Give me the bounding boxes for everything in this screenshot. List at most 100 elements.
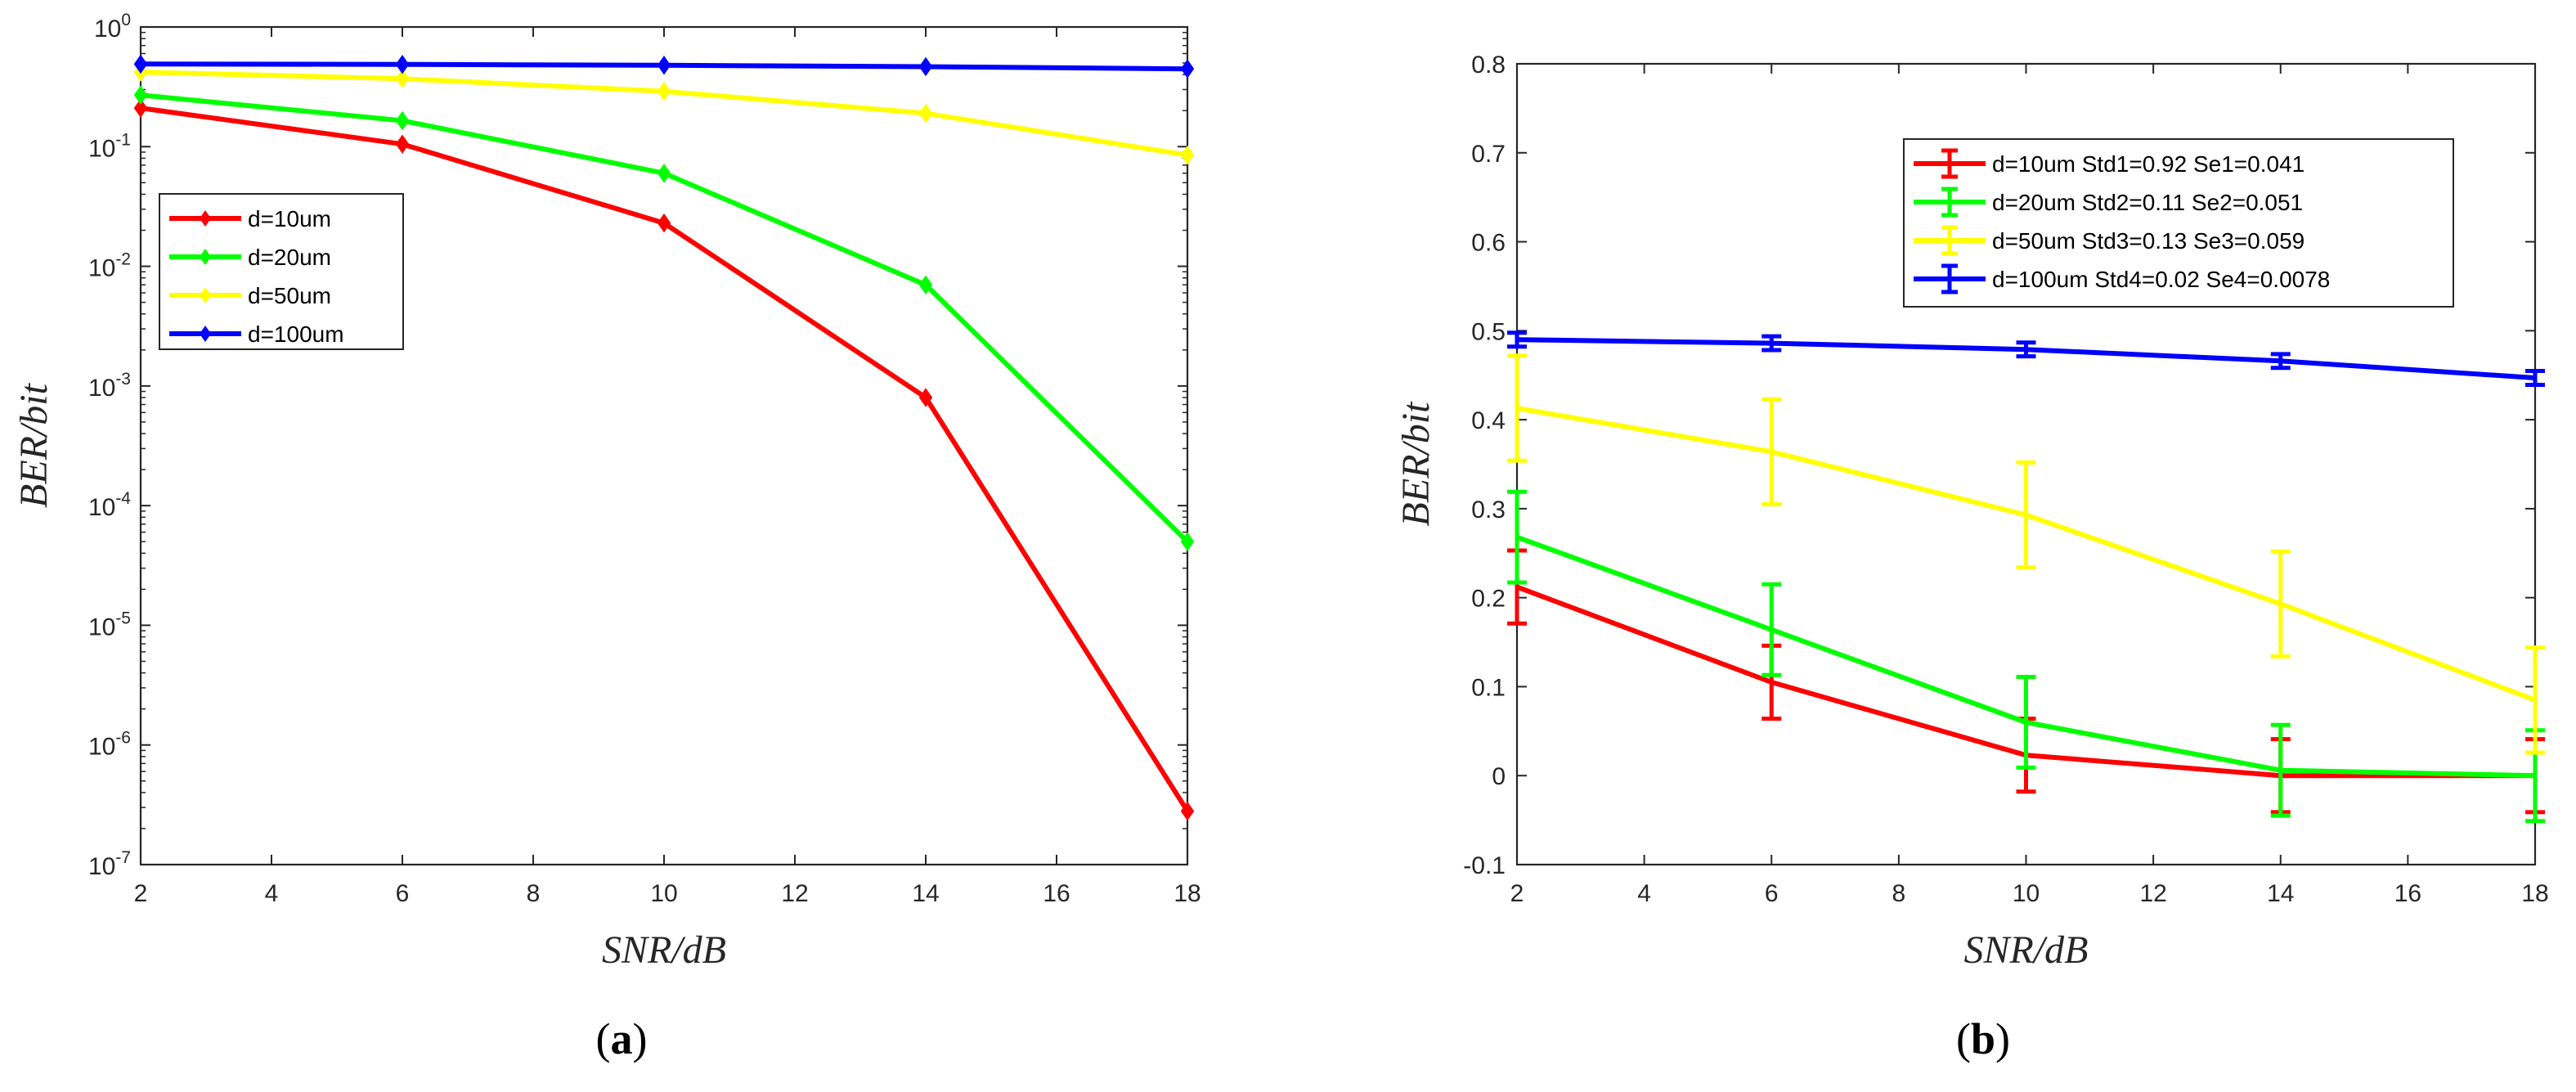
- y-tick-label: 0.8: [1471, 52, 1506, 79]
- y-tick-base: 10: [88, 494, 115, 521]
- data-point-marker: [1180, 59, 1195, 79]
- axes-box: [1515, 62, 2537, 866]
- y-tick-exponent: -3: [115, 370, 131, 389]
- data-point-marker: [395, 54, 410, 74]
- y-axis-label: BER/bit: [1394, 401, 1438, 527]
- y-tick-exponent: -1: [115, 130, 131, 149]
- data-point-marker: [657, 56, 671, 75]
- x-axis-label: SNR/dB: [602, 928, 726, 972]
- panel-label-open: (: [1956, 1014, 1971, 1063]
- data-point-marker: [395, 110, 410, 131]
- panel-label: (b): [1956, 1014, 2010, 1063]
- chart-panel-a: 2 4 6 8 10 12 14 16 1810-710-610-510-410-310-210…: [12, 11, 1201, 1063]
- x-tick-label: 4: [1637, 880, 1651, 907]
- x-tick-label: 14: [2267, 880, 2294, 907]
- y-tick-label: 10-2: [88, 250, 131, 282]
- legend-entry-label: d=20um Std2=0.11 Se2=0.051: [1992, 190, 2303, 215]
- x-axis-label: SNR/dB: [1964, 928, 2089, 972]
- legend-swatch-marker: [200, 210, 211, 227]
- x-tick-label: 4: [265, 880, 279, 907]
- legend-entry-label: d=10um Std1=0.92 Se1=0.041: [1992, 151, 2304, 177]
- y-tick-base: 10: [88, 613, 115, 640]
- legend-entry-label: d=100um Std4=0.02 Se4=0.0078: [1992, 267, 2330, 292]
- panel-label: (a): [596, 1014, 648, 1063]
- data-point-marker: [395, 69, 410, 88]
- panel-label-close: ): [1995, 1014, 2010, 1063]
- y-tick-label: 10-4: [88, 489, 131, 521]
- data-point-marker: [1180, 532, 1195, 551]
- y-tick-base: 10: [88, 375, 115, 402]
- x-tick-label: 10: [650, 880, 677, 907]
- legend-entry-label: d=50um: [248, 283, 331, 308]
- axes-box: [139, 25, 1189, 866]
- legend-entry-label: d=20um: [248, 245, 331, 270]
- legend-box: [1903, 138, 2454, 308]
- data-point-marker: [918, 388, 933, 407]
- chart-panel-b: 2 4 6 8 10 12 14 16 18 -0.1 0 0.1 0.2 0.3 0.4 0.5 0.6 0.7…: [1394, 52, 2549, 1063]
- data-point-marker: [918, 103, 933, 124]
- x-tick-label: 8: [1892, 880, 1906, 907]
- data-point-marker: [918, 275, 933, 294]
- x-tick-label: 2: [1510, 880, 1524, 907]
- data-point-marker: [395, 134, 410, 154]
- legend-entry-label: d=10um: [248, 206, 331, 231]
- x-tick-label: 18: [1174, 880, 1200, 907]
- legend-entry-label: d=50um Std3=0.13 Se3=0.059: [1992, 228, 2304, 254]
- x-tick-label: 18: [2521, 880, 2548, 907]
- y-tick-exponent: -5: [115, 609, 131, 627]
- x-tick-label: 12: [781, 880, 808, 907]
- x-tick-label: 12: [2139, 880, 2166, 907]
- y-tick-exponent: -2: [115, 250, 131, 269]
- x-tick-label: 16: [2394, 880, 2421, 907]
- y-tick-label: 0.1: [1471, 674, 1506, 701]
- plot-area: [141, 27, 1187, 865]
- y-tick-label: 0.2: [1471, 586, 1506, 613]
- legend-swatch-marker: [200, 287, 211, 303]
- legend-swatch-marker: [200, 326, 211, 342]
- data-point-marker: [133, 85, 148, 105]
- legend-entry-label: d=100um: [248, 321, 344, 347]
- data-point-marker: [133, 54, 148, 74]
- data-point-marker: [1180, 801, 1195, 821]
- y-tick-label: 0.5: [1471, 318, 1506, 345]
- x-tick-label: 10: [2013, 880, 2040, 907]
- y-tick-exponent: 0: [121, 11, 131, 29]
- y-tick-base: 10: [88, 734, 115, 761]
- x-tick-label: 14: [912, 880, 939, 907]
- legend-swatch-marker: [200, 249, 211, 265]
- panel-label-close: ): [633, 1014, 648, 1063]
- y-tick-exponent: -6: [115, 729, 131, 748]
- x-tick-label: 6: [396, 880, 410, 907]
- y-tick-label: 10-6: [88, 729, 131, 761]
- x-tick-label: 6: [1765, 880, 1779, 907]
- y-tick-label: 10-3: [88, 370, 131, 402]
- y-tick-label: -0.1: [1463, 852, 1506, 879]
- data-point-marker: [1180, 145, 1195, 165]
- y-tick-label: 10-1: [88, 130, 131, 162]
- y-tick-label: 10-5: [88, 609, 131, 640]
- y-tick-label: 100: [94, 11, 131, 43]
- data-point-marker: [133, 98, 148, 118]
- data-point-marker: [657, 81, 671, 101]
- data-point-marker: [918, 56, 933, 77]
- y-tick-exponent: -7: [115, 848, 131, 867]
- y-tick-base: 10: [88, 853, 115, 880]
- y-tick-base: 10: [88, 135, 115, 162]
- data-point-marker: [657, 213, 671, 233]
- x-tick-label: 8: [527, 880, 541, 907]
- panel-label-letter: b: [1971, 1014, 1995, 1063]
- data-point-marker: [657, 163, 671, 183]
- y-tick-label: 0.3: [1471, 497, 1506, 524]
- y-tick-base: 10: [88, 255, 115, 282]
- y-tick-base: 10: [94, 16, 121, 43]
- panel-label-letter: a: [611, 1014, 633, 1063]
- y-tick-label: 0.6: [1471, 230, 1506, 257]
- y-tick-label: 0.4: [1471, 407, 1506, 434]
- y-tick-label: 10-7: [88, 848, 131, 880]
- y-tick-label: 0: [1492, 763, 1506, 790]
- panel-label-open: (: [596, 1014, 611, 1063]
- y-axis-label: BER/bit: [12, 382, 56, 508]
- y-tick-label: 0.7: [1471, 141, 1506, 168]
- x-tick-label: 2: [134, 880, 148, 907]
